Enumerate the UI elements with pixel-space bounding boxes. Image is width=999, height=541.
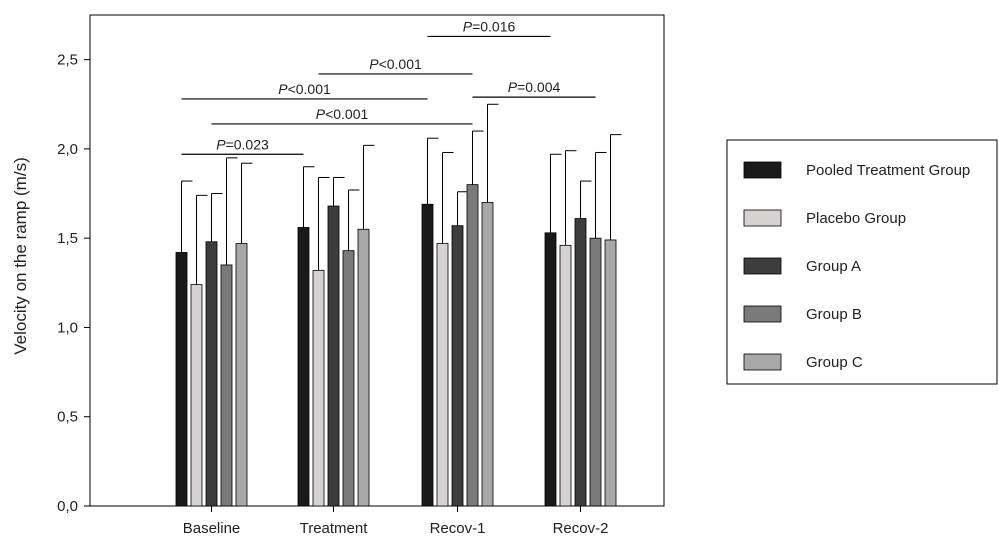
legend-swatch (743, 305, 782, 323)
legend-label: Placebo Group (806, 210, 906, 227)
p-value-label: P=0.004 (508, 79, 561, 95)
bar (175, 252, 188, 507)
x-tick-label: Recov-2 (553, 520, 609, 537)
bar (574, 218, 587, 507)
bar (220, 264, 233, 507)
bar (466, 184, 479, 507)
plot-frame (89, 14, 665, 507)
bar (357, 228, 370, 507)
bar (436, 243, 449, 507)
legend-label: Pooled Treatment Group (806, 162, 970, 179)
legend-label: Group A (806, 258, 861, 275)
p-value-label: P<0.001 (369, 56, 422, 72)
significance-brackets: P=0.016 P<0.001 P<0.001 P=0.004 P<0.001 P=0.0… (181, 18, 596, 155)
x-tick-label: Treatment (300, 520, 369, 537)
bar (604, 239, 617, 507)
plot-area (89, 14, 665, 507)
legend-swatch (743, 257, 782, 275)
x-tick-label: Recov-1 (430, 520, 486, 537)
y-tick-label: 1,5 (57, 230, 78, 247)
y-tick-label: 2,0 (57, 141, 78, 158)
x-tick-label: Baseline (183, 520, 241, 537)
p-value-label: P<0.001 (278, 81, 331, 97)
bar (481, 202, 494, 507)
bar (235, 243, 248, 507)
bar (451, 225, 464, 507)
bar (297, 227, 310, 507)
bar (544, 232, 557, 507)
legend-swatch (743, 353, 782, 371)
y-axis: 0,0 0,5 1,0 1,5 2,0 2,5 (57, 52, 90, 515)
bar (589, 237, 602, 507)
bar (421, 203, 434, 507)
legend-swatch (743, 161, 782, 179)
y-tick-label: 0,5 (57, 409, 78, 426)
p-value-label: P=0.023 (216, 136, 269, 152)
bar (205, 241, 218, 507)
p-value-label: P<0.001 (316, 106, 369, 122)
bar (327, 205, 340, 507)
bar-series (175, 103, 622, 507)
y-tick-label: 0,0 (57, 498, 78, 515)
y-tick-label: 1,0 (57, 319, 78, 336)
legend-label: Group B (806, 306, 862, 323)
legend: Pooled Treatment Group Placebo Group Group… (726, 139, 998, 385)
x-axis: Baseline Treatment Recov-1 Recov-2 (183, 506, 609, 537)
legend-label: Group C (806, 354, 863, 371)
y-tick-label: 2,5 (57, 52, 78, 69)
bar (559, 244, 572, 507)
bar (312, 269, 325, 507)
p-value-label: P=0.016 (463, 18, 516, 34)
legend-swatch (743, 209, 782, 227)
y-axis-title: Velocity on the ramp (m/s) (11, 157, 30, 354)
bar (342, 250, 355, 507)
bar (190, 284, 203, 507)
